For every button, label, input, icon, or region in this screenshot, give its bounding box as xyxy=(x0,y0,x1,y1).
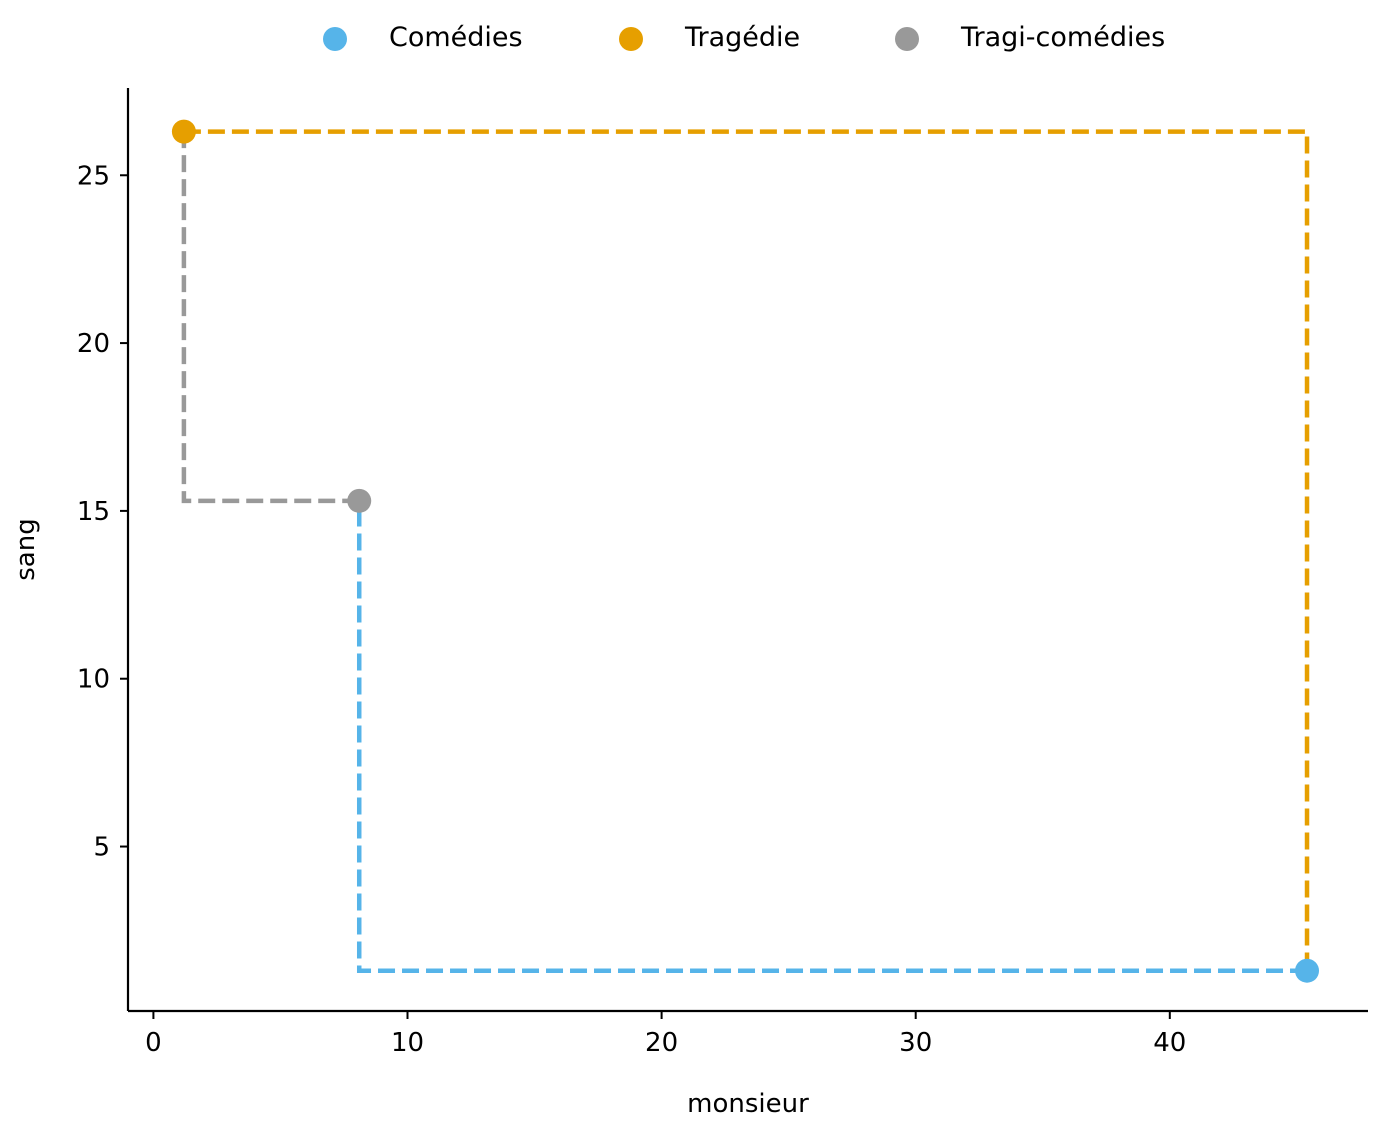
y-tick-label: 20 xyxy=(77,329,110,359)
x-ticks: 0 10 20 30 40 xyxy=(145,1011,1186,1058)
x-tick-label: 10 xyxy=(391,1028,424,1058)
y-tick-label: 5 xyxy=(93,833,110,863)
x-tick-label: 40 xyxy=(1153,1028,1186,1058)
connector-lines xyxy=(181,129,1310,973)
point-tragi-comedies xyxy=(347,488,372,513)
legend-label: Tragédie xyxy=(684,22,800,53)
legend-marker xyxy=(619,27,643,51)
x-axis-title: monsieur xyxy=(687,1089,809,1119)
point-comedies xyxy=(1295,958,1320,983)
legend-marker xyxy=(323,27,347,51)
legend-item-tragedie: Tragédie xyxy=(619,22,800,53)
connector-comedies-to-tragi-comedies xyxy=(356,500,1308,973)
legend: Comédies Tragédie Tragi-comédies xyxy=(323,22,1165,53)
y-tick-label: 10 xyxy=(77,665,110,695)
legend-item-comedies: Comédies xyxy=(323,22,523,53)
y-axis-title: sang xyxy=(11,518,41,580)
connector-tragedie-to-comedies xyxy=(183,129,1310,971)
legend-label: Tragi-comédies xyxy=(960,22,1165,53)
legend-item-tragi-comedies: Tragi-comédies xyxy=(895,22,1165,53)
x-tick-label: 0 xyxy=(145,1028,162,1058)
x-tick-label: 20 xyxy=(645,1028,678,1058)
y-tick-label: 15 xyxy=(77,497,110,527)
data-points xyxy=(171,119,1320,983)
legend-label: Comédies xyxy=(389,22,523,53)
y-tick-label: 25 xyxy=(77,161,110,191)
connector-tragi-comedies-to-tragedie xyxy=(181,131,360,504)
axes: 0 10 20 30 40 5 10 15 20 25 xyxy=(77,88,1368,1058)
x-tick-label: 30 xyxy=(899,1028,932,1058)
point-tragedie xyxy=(171,119,196,144)
y-ticks: 5 10 15 20 25 xyxy=(77,161,128,863)
legend-marker xyxy=(895,27,919,51)
